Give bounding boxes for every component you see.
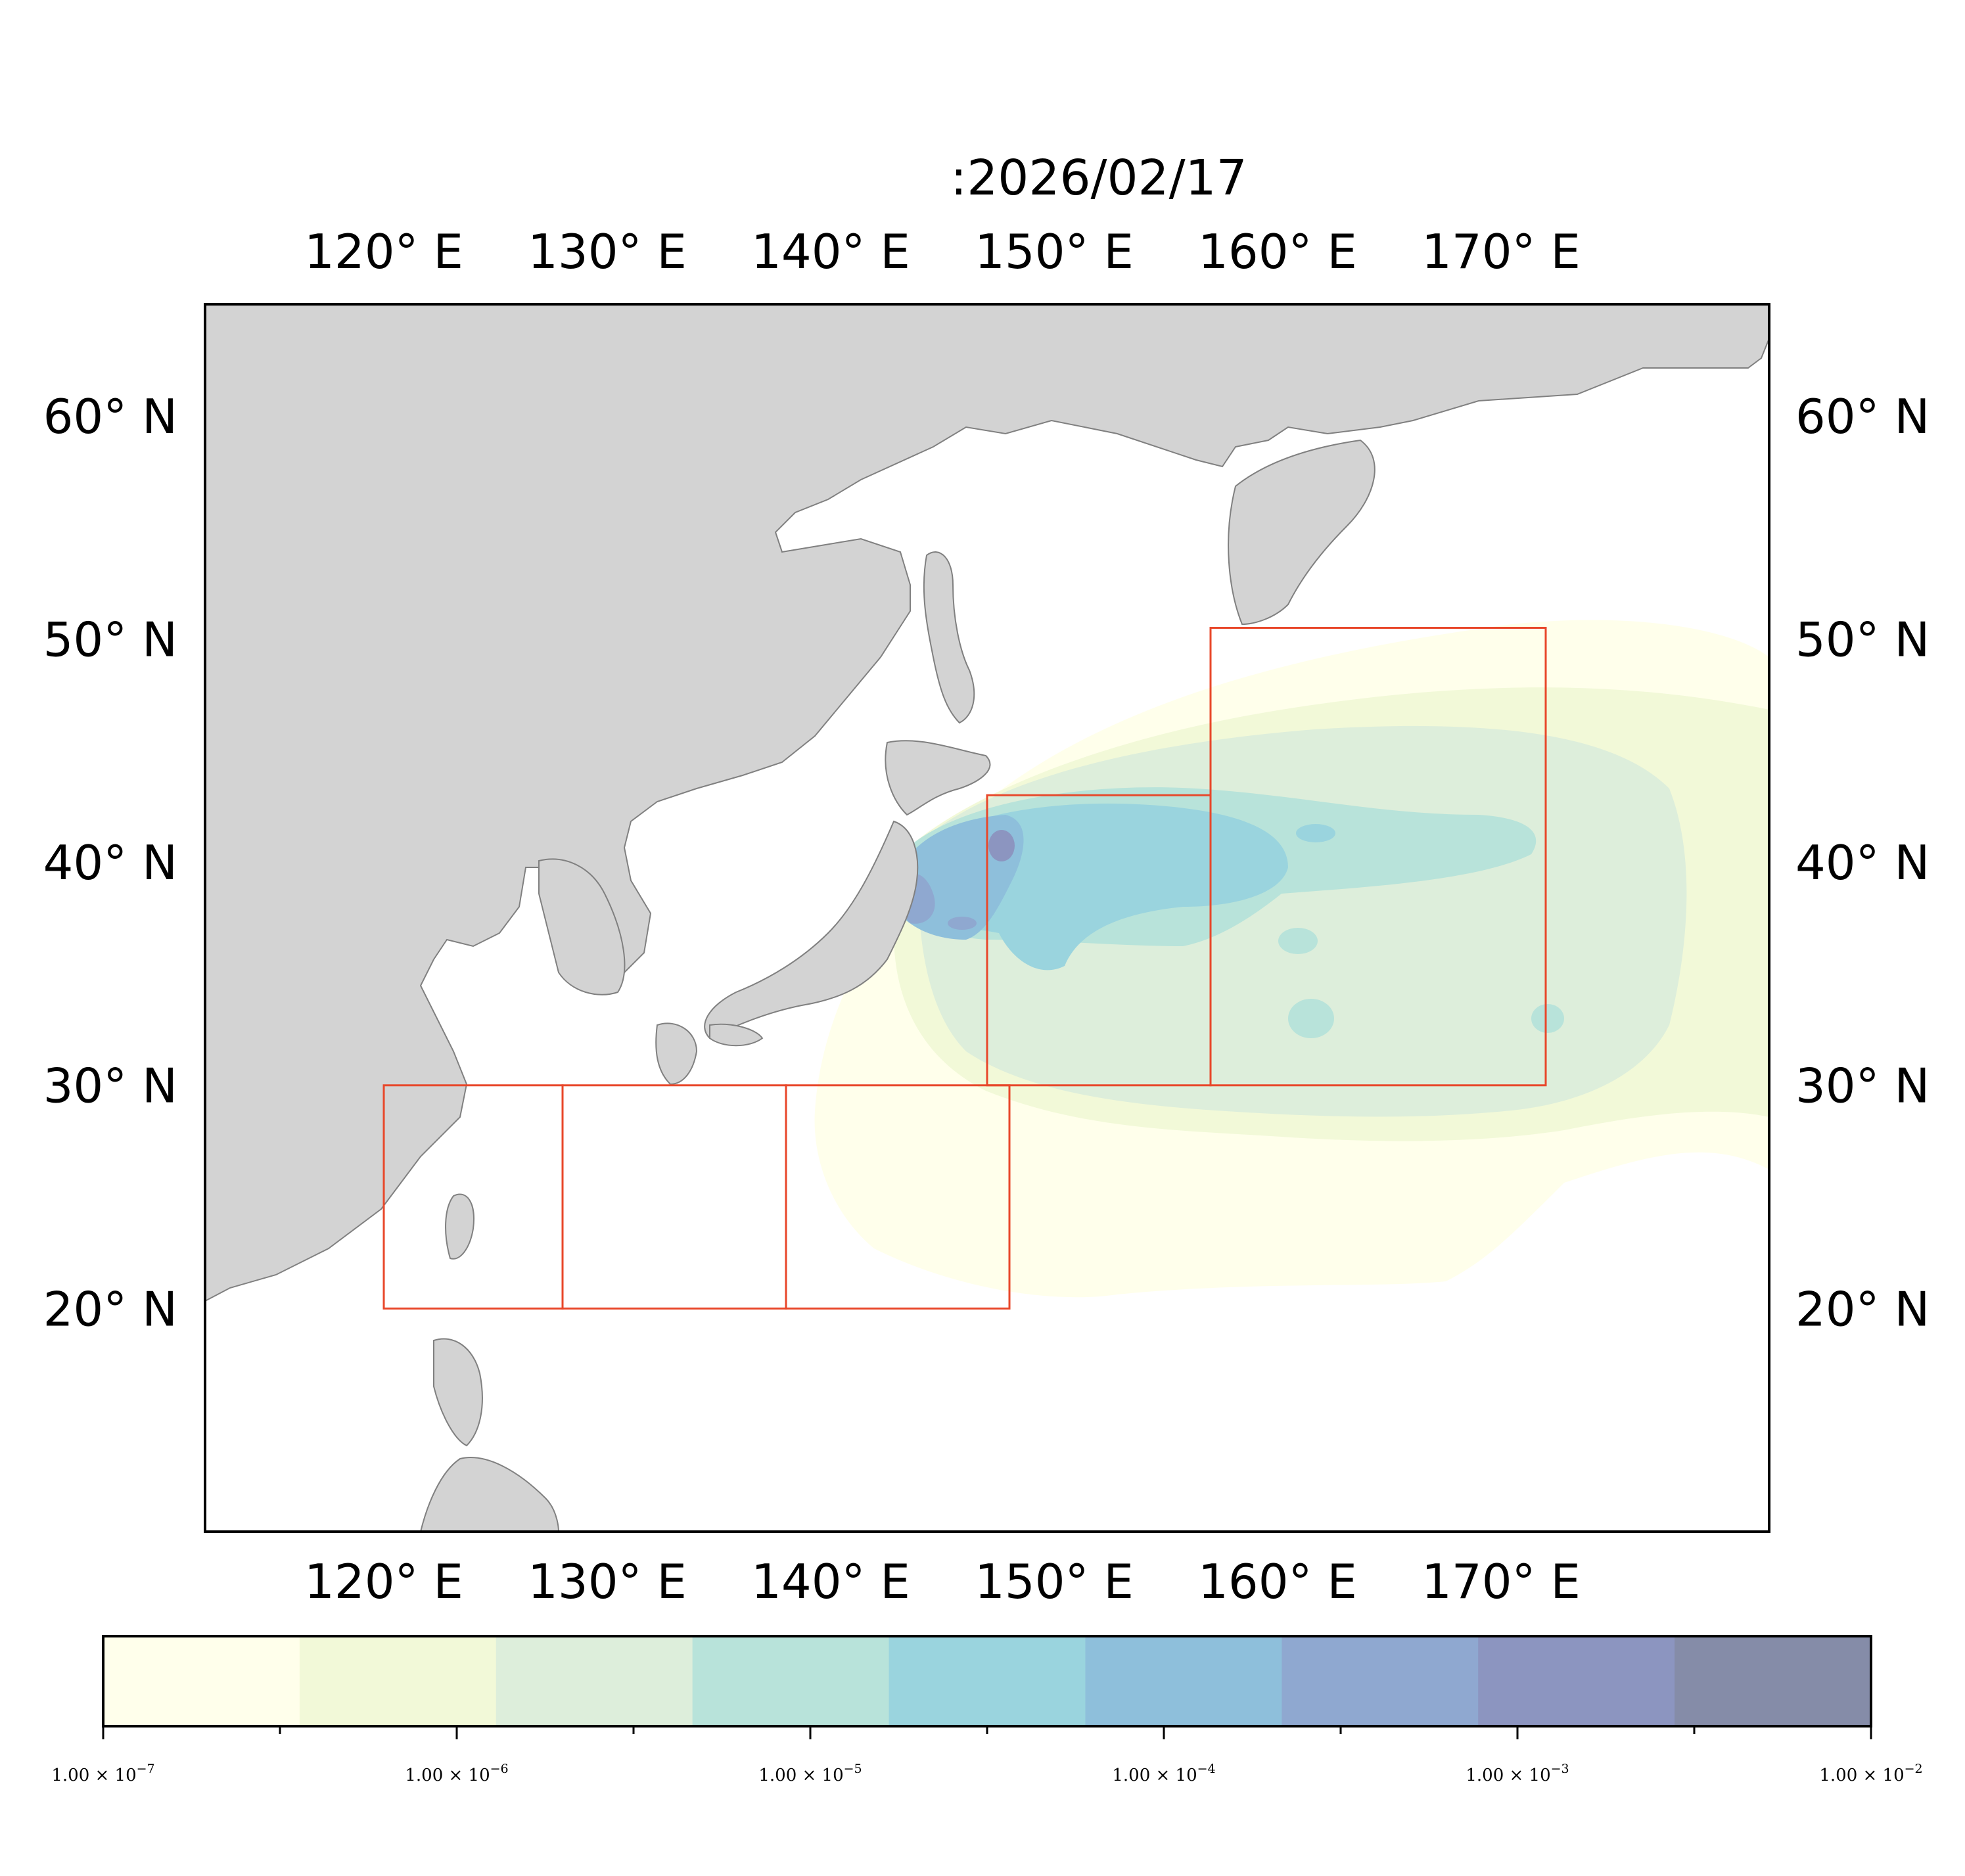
land-masses	[205, 304, 1769, 1532]
map-title: :2026/02/17	[950, 150, 1247, 206]
colorbar-cell-5	[889, 1636, 1086, 1726]
latitude-labels-right: 20° N 30° N 40° N 50° N 60° N	[1795, 389, 1930, 1337]
lon-label-bottom-140: 140° E	[751, 1554, 910, 1609]
colorbar-tick-label: 1.00 × 10−3	[1466, 1762, 1569, 1785]
region-boxes	[382, 626, 1547, 1310]
colorbar-ticks	[102, 1726, 1872, 1739]
lat-label-right-40: 40° N	[1795, 835, 1930, 890]
land-kamchatka	[1228, 439, 1376, 626]
lon-label-bottom-170: 170° E	[1422, 1554, 1581, 1609]
lat-label-left-50: 50° N	[43, 612, 177, 667]
lon-label-bottom-120: 120° E	[304, 1554, 463, 1609]
land-honshu	[704, 820, 919, 1040]
lat-label-left-20: 20° N	[43, 1281, 177, 1337]
region-box-5	[1209, 626, 1547, 1087]
longitude-labels-top: 120° E 130° E 140° E 150° E 160° E 170° E	[304, 224, 1581, 279]
lat-label-right-60: 60° N	[1795, 389, 1930, 444]
lat-label-left-40: 40° N	[43, 835, 177, 890]
map-panel	[205, 304, 1769, 1532]
colorbar-tick-label: 1.00 × 10−6	[405, 1762, 508, 1785]
contour-level-8	[988, 830, 1015, 861]
lat-label-right-20: 20° N	[1795, 1281, 1930, 1337]
land-taiwan	[445, 1193, 474, 1260]
contour-blob-b	[1531, 1004, 1564, 1033]
contour-blob-c	[1278, 928, 1318, 954]
latitude-labels-left: 20° N 30° N 40° N 50° N 60° N	[43, 389, 177, 1337]
lon-label-top-170: 170° E	[1422, 224, 1581, 279]
colorbar-cell-4	[692, 1636, 890, 1726]
lon-label-bottom-150: 150° E	[975, 1554, 1134, 1609]
map-frame	[204, 303, 1770, 1533]
land-korea	[538, 858, 626, 995]
lat-label-right-50: 50° N	[1795, 612, 1930, 667]
lat-label-right-30: 30° N	[1795, 1059, 1930, 1114]
longitude-labels-bottom: 120° E 130° E 140° E 150° E 160° E 170° E	[304, 1554, 1581, 1609]
colorbar-cells	[103, 1636, 1872, 1726]
lon-label-top-120: 120° E	[304, 224, 463, 279]
concentration-plume	[814, 620, 1769, 1298]
contour-blob-d	[1296, 824, 1335, 842]
colorbar: 1.00 × 10−7 1.00 × 10−6 1.00 × 10−5 1.00 × …	[51, 1635, 1923, 1785]
colorbar-cell-9	[1675, 1636, 1872, 1726]
colorbar-tick-labels: 1.00 × 10−7 1.00 × 10−6 1.00 × 10−5 1.00 × …	[51, 1762, 1922, 1785]
lon-label-bottom-130: 130° E	[528, 1554, 687, 1609]
colorbar-cell-6	[1085, 1636, 1282, 1726]
region-box-3	[785, 1084, 1011, 1310]
colorbar-cell-7	[1282, 1636, 1479, 1726]
lon-label-top-140: 140° E	[751, 224, 910, 279]
lon-label-top-130: 130° E	[528, 224, 687, 279]
colorbar-cell-3	[496, 1636, 693, 1726]
colorbar-tick-label: 1.00 × 10−4	[1112, 1762, 1215, 1785]
lon-label-top-150: 150° E	[975, 224, 1134, 279]
land-kyushu	[655, 1022, 698, 1086]
colorbar-tick-label: 1.00 × 10−7	[51, 1762, 154, 1785]
colorbar-tick-label: 1.00 × 10−5	[758, 1762, 862, 1785]
contour-blob-a	[1288, 999, 1334, 1038]
contour-level-7b	[948, 917, 977, 930]
colorbar-tick-label: 1.00 × 10−2	[1819, 1762, 1922, 1785]
colorbar-cell-8	[1478, 1636, 1675, 1726]
land-shikoku	[709, 1023, 764, 1047]
land-luzon	[433, 1338, 483, 1447]
lon-label-top-160: 160° E	[1198, 224, 1357, 279]
land-philippines-south	[419, 1457, 560, 1532]
land-asia-mainland	[205, 304, 1769, 1302]
lat-label-left-30: 30° N	[43, 1059, 177, 1114]
land-hokkaido	[885, 740, 991, 816]
land-sakhalin	[923, 551, 975, 724]
lat-label-left-60: 60° N	[43, 389, 177, 444]
lon-label-bottom-160: 160° E	[1198, 1554, 1357, 1609]
colorbar-cell-2	[299, 1636, 497, 1726]
colorbar-cell-1	[103, 1636, 300, 1726]
